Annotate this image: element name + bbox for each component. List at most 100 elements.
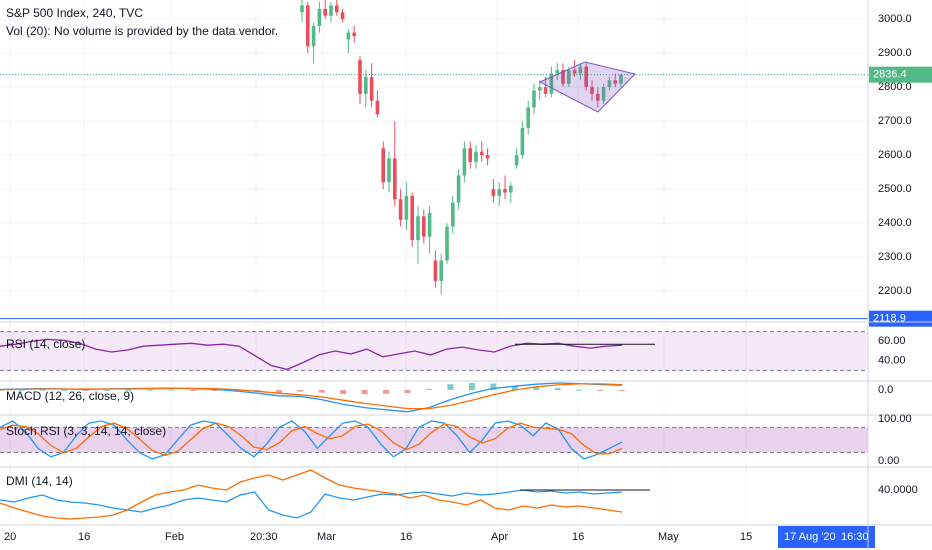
- candle-body: [456, 175, 461, 203]
- time-label: 16: [572, 531, 584, 543]
- indicator-tick-label: 100.00: [878, 413, 912, 425]
- macd-hist-bar: [597, 390, 604, 391]
- candle-body: [317, 8, 322, 26]
- macd-hist-bar: [490, 383, 497, 390]
- macd-hist-bar: [125, 389, 132, 391]
- d-line: [0, 422, 623, 457]
- candle-body: [491, 189, 496, 196]
- time-label: 20: [4, 531, 16, 543]
- price-tick-label: 2400.0: [878, 217, 912, 229]
- candle-body: [398, 199, 403, 220]
- time-label: May: [658, 531, 679, 543]
- candle-body: [613, 80, 617, 84]
- candle-body: [422, 216, 426, 237]
- candle-body: [567, 70, 571, 84]
- candle-body: [300, 5, 304, 13]
- candle-body: [451, 202, 455, 227]
- time-label: 16: [78, 531, 90, 543]
- candle-body: [584, 66, 588, 88]
- candle-body: [393, 158, 397, 200]
- indicator-tick-label: 40.0000: [878, 484, 918, 496]
- candle-body: [416, 216, 420, 241]
- candle-body: [590, 87, 594, 94]
- macd-hist-bar: [447, 384, 454, 390]
- macd-hist-bar: [404, 390, 411, 394]
- candle-body: [619, 74, 623, 84]
- candle-body: [329, 5, 333, 16]
- macd-hist-bar: [361, 390, 368, 395]
- macd-hist-bar: [104, 390, 111, 391]
- candle-body: [485, 155, 490, 159]
- time-label: Mar: [317, 531, 336, 543]
- macd-hist-bar: [425, 389, 432, 391]
- candle-body: [381, 148, 385, 183]
- minus-line: [0, 469, 623, 520]
- macd-hist-bar: [318, 390, 325, 393]
- macd-hist-bar: [147, 389, 154, 391]
- candle-body: [323, 8, 327, 16]
- candle-body: [364, 76, 368, 94]
- candle-body: [369, 76, 374, 101]
- symbol-title: S&P 500 Index, 240, TVC: [6, 6, 143, 20]
- candle-body: [346, 32, 351, 40]
- macd-hist-bar: [468, 382, 475, 390]
- candle-body: [311, 25, 316, 47]
- candle-body: [538, 87, 542, 91]
- candle-body: [340, 12, 345, 20]
- candle-body: [462, 148, 467, 176]
- macd-hist-bar: [554, 388, 561, 390]
- candles: [300, 0, 623, 295]
- indicator-tick-label: 0.0: [878, 384, 893, 396]
- candle-body: [387, 158, 391, 183]
- candle-body: [503, 189, 507, 193]
- last-price-label: 2836.4: [873, 69, 907, 81]
- price-tick-label: 2900.0: [878, 47, 912, 59]
- candle-body: [404, 195, 409, 220]
- time-label: Feb: [165, 531, 184, 543]
- macd-hist-bar: [82, 390, 89, 391]
- indicator-label: RSI (14, close): [6, 337, 85, 351]
- candle-body: [601, 87, 606, 101]
- candle-body: [532, 90, 536, 108]
- candle-body: [497, 189, 501, 196]
- candle-body: [509, 185, 513, 193]
- price-tick-label: 2800.0: [878, 81, 912, 93]
- time-label: 16: [400, 531, 412, 543]
- price-tick-label: 2300.0: [878, 251, 912, 263]
- crosshair-date: 17 Aug '20: [784, 531, 836, 543]
- indicator-tick-label: 0.00: [878, 455, 899, 467]
- price-tick-label: 3000.0: [878, 13, 912, 25]
- indicator-label: DMI (14, 14): [6, 474, 73, 488]
- time-label: 20:30: [250, 531, 278, 543]
- candle-body: [410, 195, 414, 241]
- candle-body: [306, 5, 310, 47]
- price-tick-label: 2700.0: [878, 115, 912, 127]
- candle-body: [335, 5, 339, 13]
- candle-body: [607, 80, 612, 88]
- macd-hist-bar: [533, 387, 540, 390]
- candle-body: [543, 87, 548, 94]
- macd-hist-bar: [39, 389, 46, 391]
- candle-body: [445, 226, 449, 261]
- macd-hist-bar: [340, 390, 347, 395]
- indicator-label: MACD (12, 26, close, 9): [6, 389, 134, 403]
- price-tick-label: 2200.0: [878, 285, 912, 297]
- indicator-tick-label: 40.00: [878, 355, 906, 367]
- candle-body: [555, 70, 559, 74]
- candle-body: [514, 155, 519, 166]
- macd-hist-bar: [297, 390, 304, 392]
- candle-body: [480, 151, 484, 156]
- band-fill: [0, 331, 868, 371]
- candle-body: [596, 93, 600, 101]
- indicator-tick-label: 60.00: [878, 335, 906, 347]
- macd-hist-bar: [168, 389, 175, 391]
- macd-hist-bar: [511, 386, 518, 390]
- grid: [0, 0, 868, 525]
- values-line: [0, 338, 623, 371]
- candle-body: [561, 70, 565, 84]
- candle-body: [352, 32, 356, 37]
- candle-body: [549, 73, 554, 94]
- macd-hist-bar: [576, 389, 583, 391]
- candle-body: [474, 151, 478, 162]
